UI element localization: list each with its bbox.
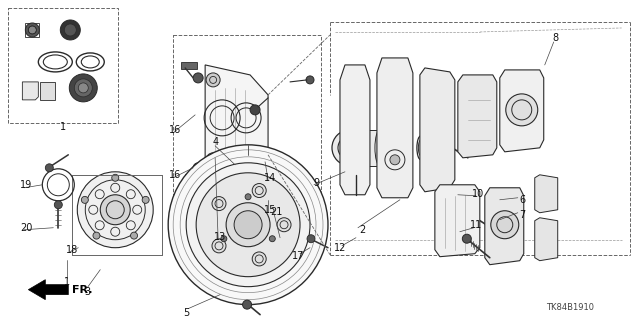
Polygon shape (377, 58, 413, 198)
Polygon shape (420, 68, 455, 192)
Polygon shape (535, 175, 557, 213)
Circle shape (245, 194, 251, 200)
Text: 10: 10 (472, 189, 484, 199)
Text: 16: 16 (169, 170, 181, 180)
Text: 7: 7 (520, 210, 526, 220)
Bar (181, 62, 197, 69)
Circle shape (390, 155, 400, 165)
Circle shape (206, 73, 220, 87)
Circle shape (234, 211, 262, 239)
Circle shape (491, 211, 519, 239)
Bar (350, 130, 380, 166)
Text: 20: 20 (20, 223, 33, 233)
Circle shape (100, 195, 130, 225)
Text: 2: 2 (359, 225, 365, 235)
Circle shape (81, 197, 88, 204)
Circle shape (343, 141, 357, 155)
Text: 6: 6 (520, 195, 526, 205)
Circle shape (112, 174, 119, 181)
Circle shape (269, 236, 275, 242)
Bar (185, 174, 201, 180)
Circle shape (252, 183, 266, 197)
Circle shape (221, 236, 227, 242)
Text: 9: 9 (313, 178, 319, 188)
Circle shape (332, 130, 368, 166)
Text: 16: 16 (169, 125, 181, 135)
Circle shape (277, 218, 291, 232)
Circle shape (252, 252, 266, 266)
Circle shape (74, 79, 92, 97)
Circle shape (142, 197, 149, 204)
Circle shape (131, 232, 138, 239)
Circle shape (196, 173, 300, 277)
Circle shape (186, 163, 310, 287)
Circle shape (193, 163, 203, 173)
Bar (343, 95, 368, 175)
Bar (8, 8, 118, 123)
Circle shape (206, 153, 220, 167)
Circle shape (434, 134, 444, 144)
Polygon shape (458, 75, 497, 158)
Text: TK84B1910: TK84B1910 (546, 303, 594, 312)
Text: 1: 1 (60, 122, 67, 132)
Circle shape (243, 300, 252, 309)
Circle shape (54, 201, 62, 209)
Circle shape (193, 73, 203, 83)
Circle shape (506, 94, 538, 126)
Polygon shape (40, 82, 55, 100)
Bar (26, 23, 39, 37)
Circle shape (212, 239, 226, 253)
Polygon shape (22, 82, 38, 100)
Circle shape (226, 203, 270, 247)
Polygon shape (485, 188, 524, 265)
Text: 11: 11 (470, 220, 482, 230)
Text: 12: 12 (334, 243, 346, 253)
Circle shape (78, 83, 88, 93)
Polygon shape (500, 70, 544, 152)
Text: 4: 4 (212, 137, 218, 147)
Circle shape (306, 76, 314, 84)
Circle shape (307, 235, 315, 243)
Polygon shape (205, 65, 268, 175)
Circle shape (454, 202, 464, 212)
Text: 15: 15 (264, 205, 276, 215)
Circle shape (64, 24, 76, 36)
Text: 19: 19 (20, 180, 33, 190)
Circle shape (26, 23, 39, 37)
Circle shape (28, 26, 36, 34)
Circle shape (212, 197, 226, 211)
Polygon shape (435, 185, 480, 257)
Circle shape (60, 20, 80, 40)
Text: 1: 1 (64, 277, 70, 287)
Circle shape (69, 74, 97, 102)
Text: 17: 17 (292, 251, 304, 261)
Circle shape (462, 234, 471, 243)
Text: 14: 14 (264, 173, 276, 183)
Polygon shape (28, 280, 68, 300)
Text: 5: 5 (183, 308, 189, 318)
Circle shape (93, 232, 100, 239)
Text: FR.: FR. (72, 285, 93, 295)
Bar (173, 35, 321, 205)
Text: 8: 8 (553, 33, 559, 43)
Circle shape (45, 164, 53, 172)
Bar (380, 88, 410, 176)
Text: 13: 13 (214, 232, 227, 242)
Polygon shape (535, 218, 557, 261)
Circle shape (168, 145, 328, 305)
Text: 21: 21 (270, 207, 282, 217)
Polygon shape (340, 65, 370, 195)
Circle shape (250, 105, 260, 115)
Circle shape (77, 172, 153, 248)
Text: 18: 18 (66, 245, 79, 255)
Text: 3: 3 (84, 287, 90, 297)
